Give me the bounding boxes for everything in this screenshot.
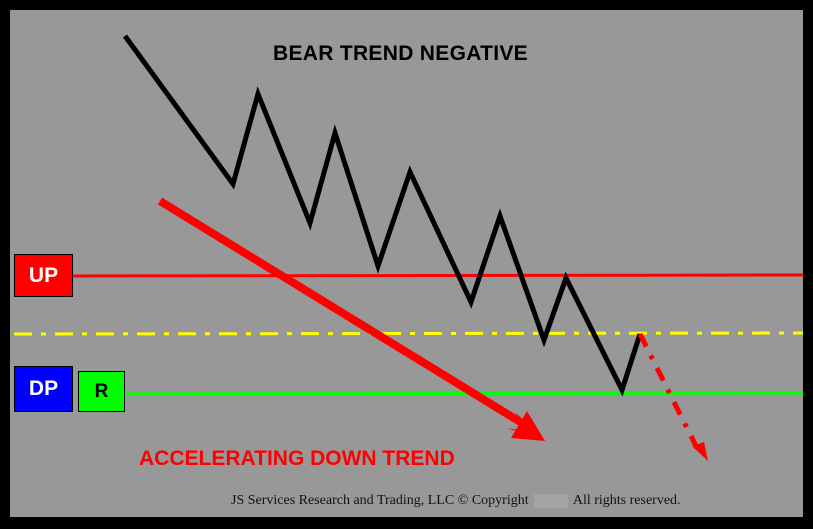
r-label: R [94,380,109,402]
dp-level-line [124,391,804,396]
accelerating-trend-label: ACCELERATING DOWN TREND [139,447,455,470]
dp-label-box: DP [14,366,73,412]
up-level-line [72,273,804,278]
up-label-box: UP [14,254,73,297]
midline-dashdot [13,331,804,336]
diagram-title: BEAR TREND NEGATIVE [273,42,528,65]
projection-arrowhead [692,442,708,461]
r-label-box: R [78,371,125,412]
dp-label: DP [28,377,59,400]
projection-dashed-line [637,332,700,450]
up-label: UP [28,263,59,287]
copyright-text: JS Services Research and Trading, LLC © … [231,493,529,508]
year-placeholder [534,493,569,508]
accelerating-trend-arrowhead-fill [511,411,545,441]
rights-text: All rights reserved. [572,493,681,508]
copyright-footer: JS Services Research and Trading, LLC © … [231,493,681,509]
diagram-canvas [10,10,803,517]
accelerating-trend-arrow-shaft [157,197,525,427]
price-zigzag-line [122,34,643,397]
